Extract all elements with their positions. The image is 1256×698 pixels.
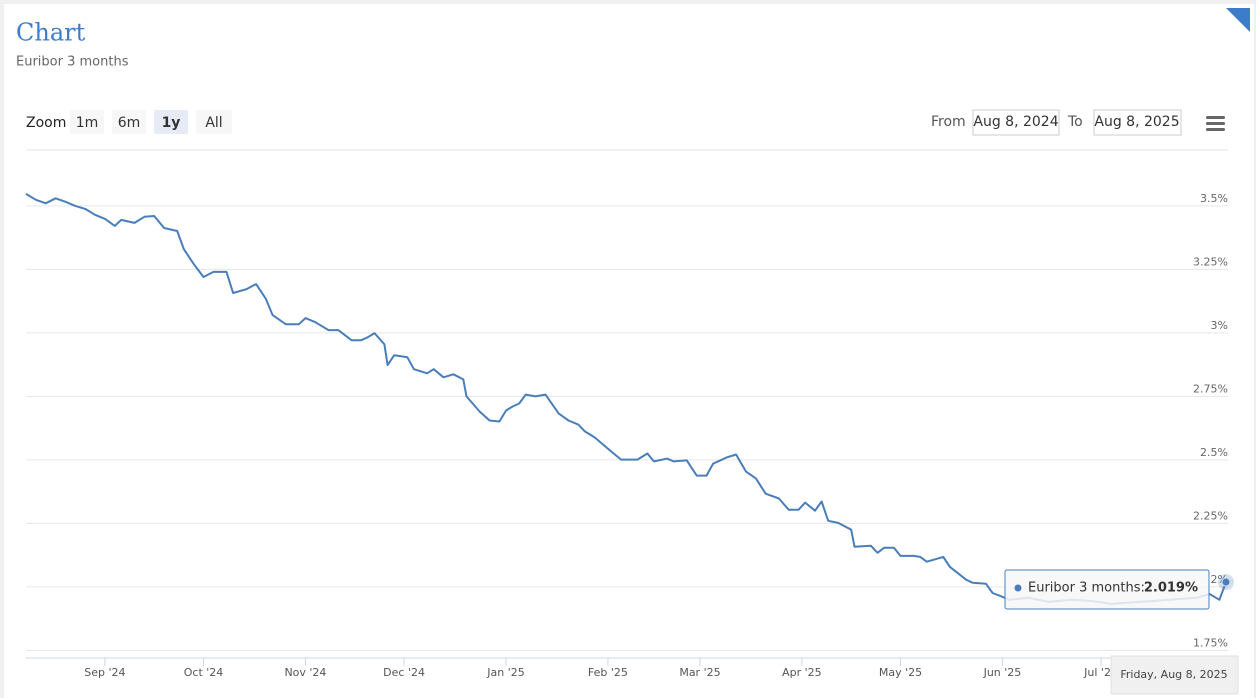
x-tick-label: Jan '25: [486, 666, 524, 679]
zoom-button-bg: [154, 110, 188, 134]
zoom-button-label: 1m: [76, 115, 99, 131]
x-tick-label: Sep '24: [84, 666, 125, 679]
tooltip-value: 2.019%: [1144, 581, 1198, 596]
x-tick-label: May '25: [879, 666, 922, 679]
y-tick-label: 3.25%: [1193, 255, 1228, 268]
zoom-button-bg: [112, 110, 146, 134]
zoom-button[interactable]: 1y: [154, 110, 188, 134]
hover-point: [1221, 577, 1231, 587]
zoom-button[interactable]: 1m: [70, 110, 104, 134]
x-tick-label: Oct '24: [184, 666, 224, 679]
from-label: From: [931, 114, 966, 130]
to-label: To: [1067, 114, 1083, 130]
series-line: [25, 193, 1227, 605]
zoom-button-bg: [70, 110, 104, 134]
menu-bar: [1206, 122, 1225, 125]
date-tooltip: Friday, Aug 8, 2025: [1120, 668, 1227, 681]
from-date[interactable]: Aug 8, 2024: [973, 114, 1058, 130]
zoom-button[interactable]: All: [196, 110, 232, 134]
zoom-button-label: All: [205, 115, 222, 131]
y-tick-label: 3.5%: [1200, 192, 1228, 205]
x-tick-label: Mar '25: [679, 666, 720, 679]
y-tick-label: 2.25%: [1193, 509, 1228, 522]
card: Chart Euribor 3 months Zoom From Aug 8, …: [4, 4, 1254, 698]
x-tick-label: Nov '24: [284, 666, 326, 679]
x-tick-label: Jun '25: [983, 666, 1022, 679]
from-input[interactable]: [972, 109, 1060, 136]
tooltip-marker: [1014, 584, 1022, 592]
to-input[interactable]: [1093, 109, 1182, 136]
chart-subtitle: Euribor 3 months: [16, 55, 129, 70]
zoom-button-label: 6m: [118, 115, 141, 131]
y-tick-label: 1.75%: [1193, 636, 1228, 649]
x-tick-label: Dec '24: [383, 666, 425, 679]
corner-badge: [1226, 8, 1250, 32]
tooltip: Euribor 3 months: 2.019%: [1004, 569, 1210, 610]
x-tick-label: Jul '25: [1083, 666, 1118, 679]
to-date[interactable]: Aug 8, 2025: [1094, 114, 1179, 130]
hover-halo: [1218, 574, 1234, 591]
zoom-button-bg: [196, 110, 232, 134]
y-tick-label: 3%: [1211, 319, 1228, 332]
chart: Chart Euribor 3 months Zoom From Aug 8, …: [16, 8, 1250, 695]
tooltip-box: [1004, 569, 1210, 610]
tooltip-series: Euribor 3 months:: [1028, 581, 1145, 596]
zoom-label: Zoom: [26, 115, 66, 131]
zoom-button-label: 1y: [162, 115, 181, 131]
menu-button[interactable]: [1206, 116, 1225, 131]
date-tooltip-box: [1110, 655, 1239, 695]
y-tick-label: 2.5%: [1200, 446, 1228, 459]
chart-title: Chart: [16, 19, 86, 47]
x-tick-label: Feb '25: [588, 666, 628, 679]
x-tick-label: Apr '25: [782, 666, 822, 679]
y-tick-label: 2.75%: [1193, 382, 1228, 395]
menu-bar: [1206, 128, 1225, 131]
menu-bar: [1206, 116, 1225, 119]
zoom-button[interactable]: 6m: [112, 110, 146, 134]
